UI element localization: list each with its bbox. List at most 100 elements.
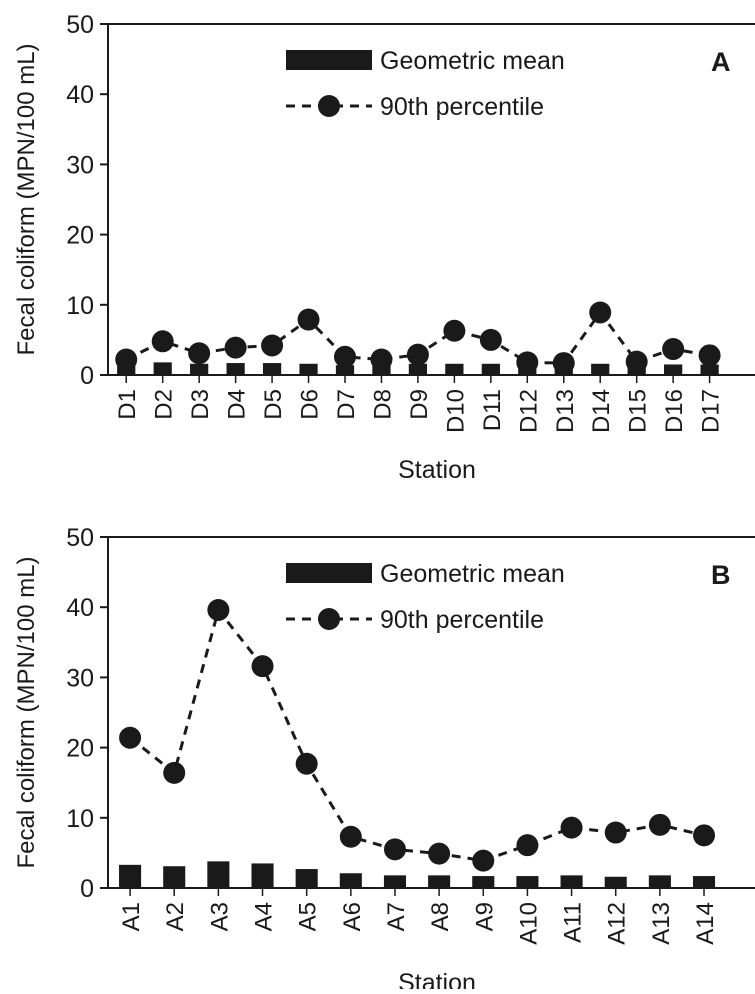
percentile-90-point [516,351,539,374]
y-tick-label: 10 [66,292,94,320]
percentile-90-point [516,834,539,857]
x-tick-label-d13: D13 [552,389,579,433]
geometric-mean-bar [339,873,362,888]
legend-label-geometric-mean: Geometric mean [380,560,565,588]
x-tick-label-a5: A5 [295,902,322,931]
x-tick-label-d17: D17 [698,389,725,433]
x-tick-label-a14: A14 [692,902,719,945]
percentile-90-point [188,342,211,365]
geometric-mean-bar [472,876,495,888]
percentile-90-point [383,838,406,861]
percentile-90-point [370,348,393,371]
legend-marker-swatch [318,95,340,117]
y-tick-label: 30 [66,151,94,179]
percentile-90-point [648,813,671,836]
y-tick-label: 0 [80,362,94,390]
x-axis-title: Station [398,456,476,484]
x-tick-label-d3: D3 [187,389,214,420]
x-tick-label-a1: A1 [118,902,145,931]
geometric-mean-bar [516,876,539,888]
percentile-90-point [224,336,247,359]
x-tick-label-d1: D1 [114,389,141,420]
percentile-90-point [552,352,575,375]
panel-label: B [711,560,731,590]
x-tick-label-d7: D7 [333,389,360,420]
percentile-90-point [406,343,429,366]
geometric-mean-bar [207,861,230,888]
geometric-mean-bar [648,875,671,888]
geometric-mean-bar [445,363,464,375]
percentile-90-point [251,655,274,678]
percentile-90-point [428,842,451,865]
x-tick-label-a11: A11 [560,902,587,943]
x-tick-label-d8: D8 [369,389,396,420]
percentile-90-point [261,334,284,357]
x-tick-label-d12: D12 [515,389,542,433]
legend-bar-swatch [286,563,372,583]
geometric-mean-bar [299,363,318,375]
y-tick-label: 0 [80,875,94,903]
legend-label-geometric-mean: Geometric mean [380,47,565,75]
x-tick-label-a2: A2 [162,902,189,931]
percentile-90-point [151,330,174,353]
percentile-90-point [163,761,186,784]
x-tick-label-d4: D4 [224,389,251,420]
x-tick-label-a13: A13 [648,902,675,945]
percentile-90-point [698,344,721,367]
panel-a: 0 10 20 30 40 50 Fecal coliform (MPN/100 mL) D1… [13,11,755,484]
x-tick-label-a6: A6 [339,902,366,931]
percentile-90-point [207,599,230,622]
y-tick-label: 40 [66,81,94,109]
geometric-mean-bar [190,363,209,375]
x-tick-label-a3: A3 [206,902,233,931]
x-tick-label-d15: D15 [625,389,652,433]
geometric-mean-bar [604,876,627,888]
geometric-mean-bar [408,363,428,375]
percentile-90-point [119,726,142,749]
geometric-mean-bar [664,364,683,375]
x-tick-label-d14: D14 [588,389,615,433]
geometric-mean-bar [295,869,318,888]
x-tick-label-d16: D16 [661,389,688,433]
geometric-mean-bar [383,875,407,888]
x-tick-label-d2: D2 [151,389,178,420]
x-tick-label-d9: D9 [406,389,433,420]
x-tick-label-a7: A7 [383,902,410,931]
percentile-90-point [115,348,138,371]
geometric-mean-bar [262,363,282,375]
x-tick-label-a12: A12 [604,902,631,945]
percentile-90-point [479,328,502,351]
x-tick-label-d6: D6 [297,389,324,420]
x-tick-label-d5: D5 [260,389,287,420]
percentile-90-point [625,350,648,373]
legend-bar-swatch [286,50,372,70]
percentile-90-point [297,308,320,331]
percentile-90-point [662,338,685,361]
legend-label-90th-percentile: 90th percentile [380,606,544,634]
percentile-90-point [339,825,362,848]
y-tick-label: 50 [66,524,94,552]
percentile-90-point [589,301,612,324]
y-axis-title: Fecal coliform (MPN/100 mL) [13,43,40,355]
x-tick-label-d11: D11 [479,389,506,431]
geometric-mean-bar [560,875,583,888]
percentile-90-point [295,752,318,775]
geometric-mean-bar [335,365,355,375]
geometric-mean-bar [428,875,451,888]
y-tick-label: 30 [66,664,94,692]
y-tick-label: 20 [66,222,94,250]
legend-label-90th-percentile: 90th percentile [380,93,544,121]
x-tick-label-a9: A9 [471,902,498,931]
geometric-mean-bar [591,363,610,375]
y-tick-label: 10 [66,805,94,833]
geometric-mean-bar [153,362,172,375]
geometric-mean-bar [700,364,719,375]
panel-b: 0 10 20 30 40 50 Fecal coliform (MPN/100 mL) A1… [13,524,755,994]
percentile-90-point [560,816,583,839]
legend-marker-swatch [318,608,340,630]
percentile-90-point [443,319,466,342]
x-tick-label-a8: A8 [427,902,454,931]
percentile-90-point [693,824,716,847]
y-tick-label: 50 [66,11,94,39]
